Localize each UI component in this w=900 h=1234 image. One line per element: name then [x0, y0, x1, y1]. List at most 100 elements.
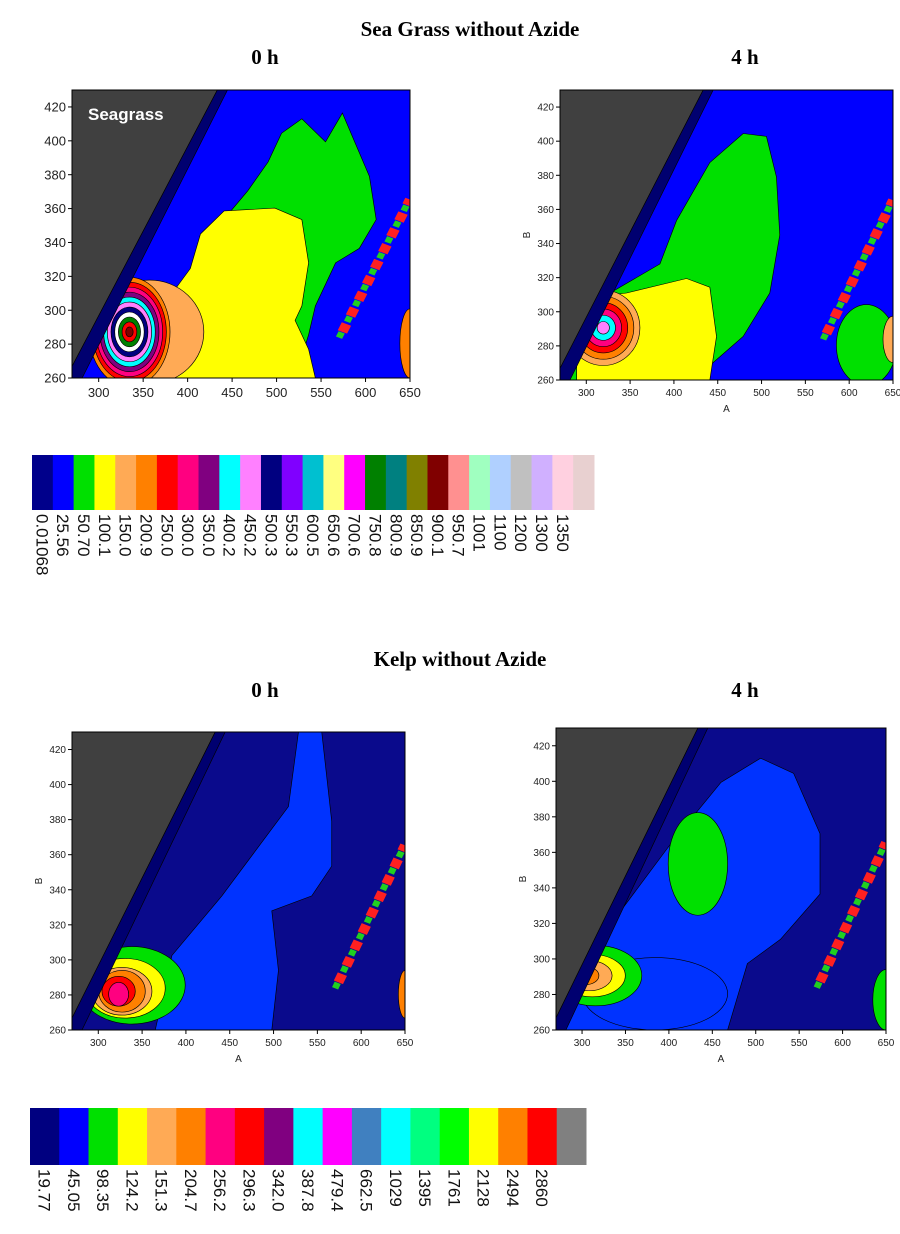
colorbar-label: 662.5 [357, 1169, 376, 1212]
x-tick-label: 400 [178, 1038, 195, 1049]
contour-region [882, 315, 893, 363]
colorbar-label: 100.1 [95, 514, 114, 557]
colorbar-label: 600.5 [303, 514, 322, 557]
colorbar-cell [302, 455, 324, 510]
y-tick-label: 320 [533, 919, 550, 930]
x-tick-label: 600 [834, 1038, 851, 1049]
colorbar-label: 387.8 [298, 1169, 317, 1212]
colorbar-label: 296.3 [239, 1169, 258, 1212]
x-tick-label: 350 [617, 1038, 634, 1049]
colorbar-label: 150.0 [116, 514, 135, 557]
colorbar-label: 256.2 [210, 1169, 229, 1212]
panel-title: 4 h [731, 678, 759, 702]
colorbar-cell [427, 455, 449, 510]
y-tick-label: 300 [49, 955, 66, 966]
colorbar-label: 1029 [386, 1169, 405, 1207]
y-tick-label: 360 [49, 850, 66, 861]
colorbar-label: 900.1 [428, 514, 447, 557]
contour-region [596, 321, 610, 335]
colorbar-label: 500.3 [261, 514, 280, 557]
y-tick-label: 280 [49, 990, 66, 1001]
y-tick-label: 380 [537, 171, 554, 182]
y-tick-label: 340 [44, 235, 66, 250]
x-axis-label: A [723, 404, 730, 415]
colorbar-cell [234, 1108, 265, 1165]
contour-streak [337, 197, 410, 334]
contour-streak [332, 850, 405, 990]
colorbar-cell [94, 455, 116, 510]
colorbar-cell [322, 1108, 353, 1165]
colorbar-label: 400.2 [220, 514, 239, 557]
colorbar-cell [177, 455, 200, 510]
colorbar-cell [117, 1108, 148, 1165]
x-tick-label: 300 [578, 388, 595, 399]
x-tick-label: 550 [309, 1038, 326, 1049]
y-tick-label: 340 [533, 883, 550, 894]
contour-streak [821, 198, 893, 336]
x-tick-label: 550 [797, 388, 814, 399]
y-tick-label: 280 [537, 341, 554, 352]
x-tick-label: 500 [753, 388, 770, 399]
x-tick-label: 500 [265, 1038, 282, 1049]
colorbar: 0.01068 25.56 50.70 100.1 150.0 200.9 250.0 300… [32, 455, 595, 575]
y-tick-label: 360 [533, 848, 550, 859]
x-tick-label: 550 [310, 385, 332, 400]
y-tick-label: 260 [44, 371, 66, 386]
contour-region [72, 732, 226, 1030]
contour-plot [72, 732, 405, 1030]
y-tick-label: 300 [533, 954, 550, 965]
y-tick-label: 320 [49, 920, 66, 931]
x-tick-label: 450 [704, 1038, 721, 1049]
colorbar-cell [556, 1108, 587, 1165]
colorbar-cell [489, 455, 512, 510]
plot-frame [71, 731, 406, 1031]
x-tick-label: 450 [221, 385, 243, 400]
x-axis-label: A [235, 1054, 242, 1065]
colorbar-label: 950.7 [449, 514, 468, 557]
y-tick-label: 400 [533, 777, 550, 788]
x-tick-label: 600 [841, 388, 858, 399]
y-tick-label: 260 [49, 1026, 66, 1037]
y-tick-label: 380 [44, 167, 66, 182]
colorbar-label: 700.6 [345, 514, 364, 557]
panel: 300 350 400 450 500 550 600 650 260 280 300 320 340 3… [518, 727, 895, 1065]
colorbar-cell [198, 455, 220, 510]
x-tick-label: 300 [90, 1038, 107, 1049]
colorbar-cell [469, 455, 491, 510]
x-tick-label: 300 [88, 385, 110, 400]
colorbar-label: 850.9 [407, 514, 426, 557]
colorbar-cell [240, 455, 262, 510]
colorbar-cell [205, 1108, 236, 1165]
colorbar-label: 2860 [532, 1169, 551, 1207]
colorbar-cell [448, 455, 470, 510]
x-axis-label: A [718, 1054, 725, 1065]
contour-region [154, 732, 333, 1030]
section-title: Kelp without Azide [374, 647, 547, 671]
colorbar-cell [219, 455, 241, 510]
x-tick-label: 500 [747, 1038, 764, 1049]
contour-streak [333, 843, 405, 985]
colorbar-label: 800.9 [386, 514, 405, 557]
contour-region [667, 812, 728, 916]
colorbar-label: 1200 [511, 514, 530, 552]
contour-region [398, 970, 405, 1019]
contour-region [556, 728, 709, 1030]
colorbar-label: 98.35 [93, 1169, 112, 1212]
colorbar: 19.77 45.05 98.35 124.2 151.3 204.7 256.2 296.3… [30, 1108, 587, 1212]
colorbar-cell [32, 455, 54, 510]
x-tick-label: 450 [221, 1038, 238, 1049]
x-tick-label: 350 [132, 385, 154, 400]
contour-region [108, 982, 129, 1007]
colorbar-label: 124.2 [122, 1169, 141, 1212]
colorbar-label: 2494 [503, 1169, 522, 1207]
y-tick-label: 260 [533, 1026, 550, 1037]
contour-plot [556, 728, 886, 1030]
colorbar-cell [156, 455, 179, 510]
x-tick-label: 650 [397, 1038, 414, 1049]
y-tick-label: 400 [537, 137, 554, 148]
contour-streak [815, 840, 886, 984]
x-tick-label: 300 [574, 1038, 591, 1049]
colorbar-label: 650.6 [324, 514, 343, 557]
y-tick-label: 420 [49, 745, 66, 756]
colorbar-label: 342.0 [269, 1169, 288, 1212]
